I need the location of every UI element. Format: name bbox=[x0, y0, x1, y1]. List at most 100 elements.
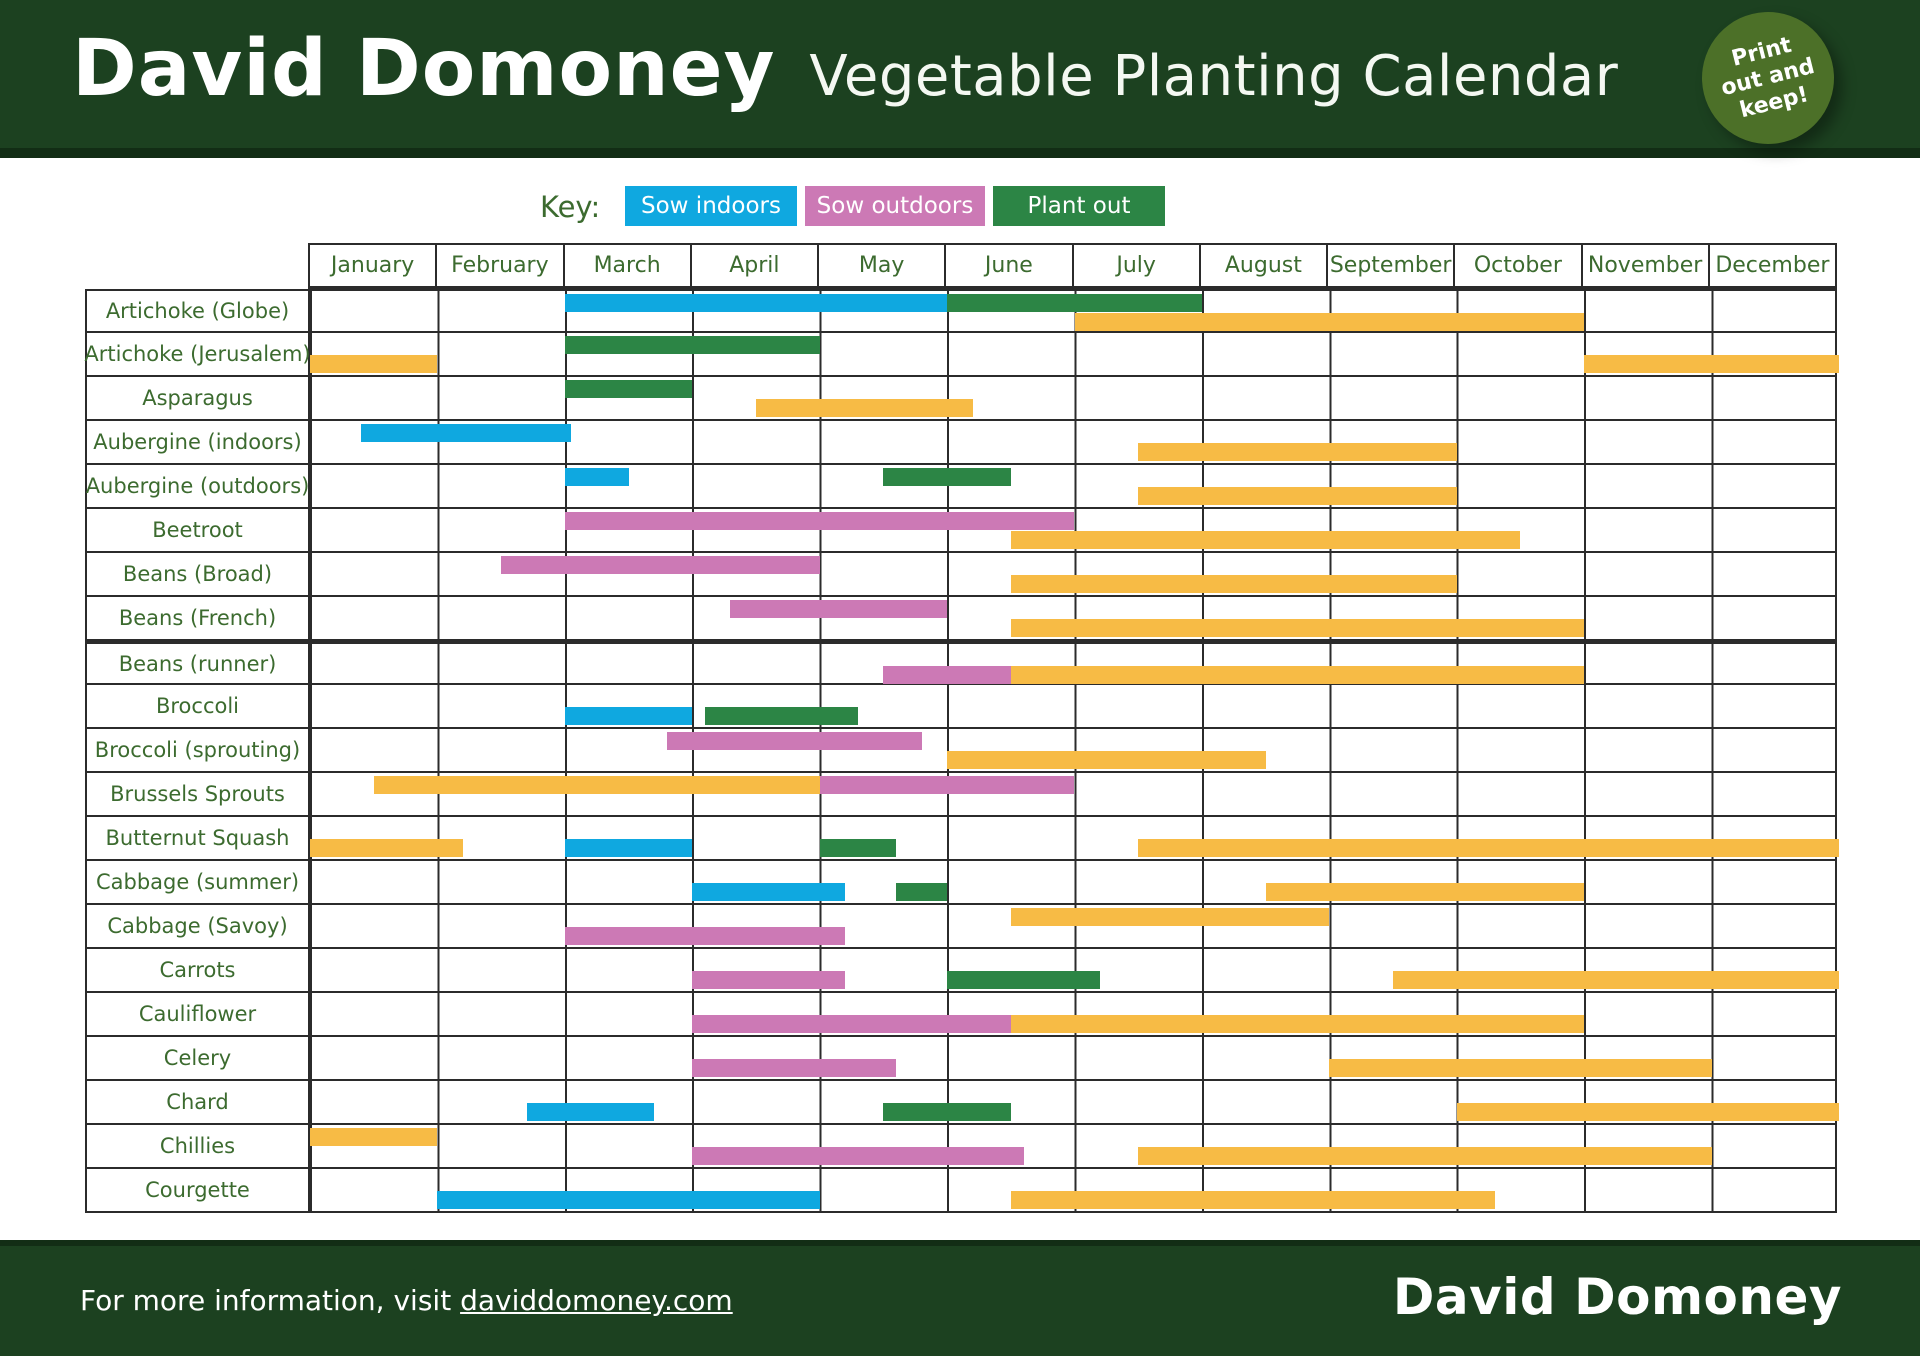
month-header-july: July bbox=[1074, 245, 1201, 286]
activity-bar-sow-outdoors bbox=[692, 1147, 1024, 1165]
activity-bar-harvest bbox=[1074, 313, 1585, 331]
activity-bar-harvest bbox=[1010, 619, 1585, 637]
vegetable-label: Courgette bbox=[87, 1169, 310, 1211]
table-row: Courgette bbox=[85, 1169, 1837, 1213]
legend-label: Key: bbox=[540, 190, 601, 224]
activity-bar-harvest bbox=[1138, 1147, 1712, 1165]
activity-bar-sow-outdoors bbox=[501, 556, 820, 574]
activity-bar-plant-out bbox=[896, 883, 948, 901]
activity-bar-harvest bbox=[1010, 1015, 1585, 1033]
activity-bar-sow-outdoors bbox=[692, 1059, 897, 1077]
table-row: Celery bbox=[85, 1037, 1837, 1081]
vegetable-label: Artichoke (Jerusalem) bbox=[84, 333, 311, 375]
month-track bbox=[310, 597, 1835, 639]
activity-bar-sow-outdoors bbox=[819, 776, 1075, 794]
month-track bbox=[310, 993, 1835, 1035]
activity-bar-sow-outdoors bbox=[883, 666, 1011, 684]
activity-bar-harvest bbox=[1584, 355, 1839, 373]
month-track bbox=[310, 861, 1835, 903]
month-track bbox=[310, 685, 1835, 727]
activity-bar-harvest bbox=[1138, 487, 1457, 505]
legend: Key: Sow indoors Sow outdoors Plant out bbox=[0, 186, 1920, 228]
vegetable-label: Celery bbox=[87, 1037, 310, 1079]
month-header-august: August bbox=[1201, 245, 1328, 286]
vegetable-label: Beans (runner) bbox=[87, 644, 310, 683]
legend-item-plant-out: Plant out bbox=[993, 186, 1165, 226]
activity-bar-harvest bbox=[310, 839, 463, 857]
month-track bbox=[310, 1169, 1835, 1211]
table-row: Broccoli bbox=[85, 685, 1837, 729]
month-track bbox=[310, 1125, 1835, 1167]
table-row: Broccoli (sprouting) bbox=[85, 729, 1837, 773]
month-track bbox=[310, 509, 1835, 551]
footer-website-link[interactable]: daviddomoney.com bbox=[460, 1284, 733, 1317]
vegetable-label: Broccoli bbox=[87, 685, 310, 727]
month-track bbox=[310, 773, 1835, 815]
activity-bar-harvest bbox=[1265, 883, 1585, 901]
footer-info: For more information, visit daviddomoney… bbox=[80, 1284, 733, 1317]
month-header-row: January February March April May June July Augu… bbox=[308, 243, 1837, 289]
activity-bar-sow-indoors bbox=[564, 839, 693, 857]
brand-logo-text: David Domoney bbox=[72, 24, 776, 114]
print-and-keep-badge: Print out and keep! bbox=[1687, 0, 1849, 159]
activity-bar-plant-out bbox=[883, 1103, 1011, 1121]
month-track bbox=[310, 377, 1835, 419]
activity-bar-plant-out bbox=[947, 971, 1100, 989]
table-row: Beans (Broad) bbox=[85, 553, 1837, 597]
table-row: Chard bbox=[85, 1081, 1839, 1125]
table-row: Artichoke (Globe) bbox=[85, 289, 1837, 333]
table-row: Aubergine (outdoors) bbox=[85, 465, 1837, 509]
table-row: Cabbage (summer) bbox=[85, 861, 1837, 905]
vegetable-label: Chard bbox=[87, 1081, 310, 1123]
table-row: Beetroot bbox=[85, 509, 1837, 553]
month-track bbox=[310, 949, 1839, 991]
month-header-april: April bbox=[692, 245, 819, 286]
vegetable-label: Chillies bbox=[87, 1125, 310, 1167]
month-track bbox=[310, 553, 1835, 595]
activity-bar-sow-outdoors bbox=[666, 732, 922, 750]
table-row: Brussels Sprouts bbox=[85, 773, 1837, 817]
activity-bar-sow-outdoors bbox=[692, 1015, 1011, 1033]
month-header-february: February bbox=[437, 245, 565, 286]
activity-bar-harvest bbox=[373, 776, 820, 794]
month-track bbox=[310, 1037, 1835, 1079]
table-row: Beans (runner) bbox=[85, 641, 1837, 685]
month-header-november: November bbox=[1583, 245, 1710, 286]
vegetable-label: Carrots bbox=[87, 949, 310, 991]
month-track bbox=[310, 465, 1835, 507]
header-titles: David Domoney Vegetable Planting Calenda… bbox=[72, 30, 1618, 108]
activity-bar-plant-out bbox=[564, 336, 820, 354]
activity-bar-sow-indoors bbox=[564, 294, 948, 312]
activity-bar-plant-out bbox=[883, 468, 1011, 486]
activity-bar-harvest bbox=[1010, 666, 1585, 684]
vegetable-label: Beetroot bbox=[87, 509, 310, 551]
table-row: Carrots bbox=[85, 949, 1839, 993]
activity-bar-plant-out bbox=[564, 380, 693, 398]
activity-bar-harvest bbox=[1010, 908, 1330, 926]
month-header-january: January bbox=[310, 245, 438, 286]
print-badge-label: Print out and keep! bbox=[1718, 32, 1818, 124]
month-header-may: May bbox=[819, 245, 947, 286]
activity-bar-sow-outdoors bbox=[730, 600, 948, 618]
month-track bbox=[310, 333, 1839, 375]
table-row: Butternut Squash bbox=[85, 817, 1839, 861]
activity-bar-harvest bbox=[1329, 1059, 1712, 1077]
activity-bar-sow-indoors bbox=[564, 468, 629, 486]
activity-bar-sow-indoors bbox=[526, 1103, 654, 1121]
page-header: David Domoney Vegetable Planting Calenda… bbox=[0, 0, 1920, 159]
activity-bar-harvest bbox=[1138, 443, 1457, 461]
activity-bar-plant-out bbox=[819, 839, 897, 857]
planting-calendar: January February March April May June July Augu… bbox=[84, 243, 1839, 1213]
page-footer: For more information, visit daviddomoney… bbox=[0, 1240, 1920, 1356]
vegetable-label: Broccoli (sprouting) bbox=[87, 729, 310, 771]
page-title: Vegetable Planting Calendar bbox=[809, 44, 1619, 109]
activity-bar-plant-out bbox=[704, 707, 858, 725]
vegetable-label: Cauliflower bbox=[87, 993, 310, 1035]
table-row: Beans (French) bbox=[85, 597, 1837, 641]
activity-bar-harvest bbox=[310, 1128, 438, 1146]
legend-item-sow-outdoors: Sow outdoors bbox=[805, 186, 985, 226]
header-divider bbox=[0, 148, 1920, 158]
table-row: Artichoke (Jerusalem) bbox=[84, 333, 1839, 377]
vegetable-label: Cabbage (summer) bbox=[87, 861, 310, 903]
activity-bar-harvest bbox=[1010, 1191, 1495, 1209]
